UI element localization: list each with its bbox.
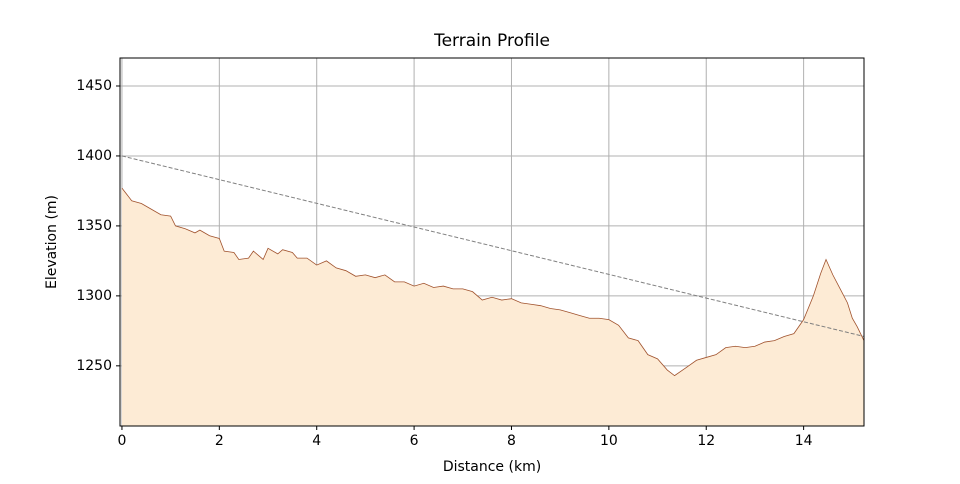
- x-tick-label: 0: [117, 433, 126, 449]
- x-tick-label: 4: [312, 433, 321, 449]
- x-tick-label: 14: [795, 433, 813, 449]
- plot-frame: [119, 57, 865, 427]
- x-tick-label: 8: [507, 433, 516, 449]
- y-tick-label: 1300: [76, 288, 112, 304]
- line: [121, 187, 865, 377]
- y-tick-label: 1350: [76, 218, 112, 234]
- y-tick-label: 1400: [76, 148, 112, 164]
- y-tick-label: 1250: [76, 358, 112, 374]
- x-tick-label: 12: [697, 433, 715, 449]
- y-axis-label: Elevation (m): [44, 195, 60, 289]
- x-axis-label: Distance (km): [443, 459, 541, 475]
- x-tick-label: 10: [600, 433, 618, 449]
- x-tick-label: 6: [410, 433, 419, 449]
- reference-line: [121, 155, 865, 337]
- x-tick-label: 2: [215, 433, 224, 449]
- chart-title: Terrain Profile: [433, 31, 550, 51]
- y-tick-label: 1450: [76, 78, 112, 94]
- area: [121, 188, 864, 426]
